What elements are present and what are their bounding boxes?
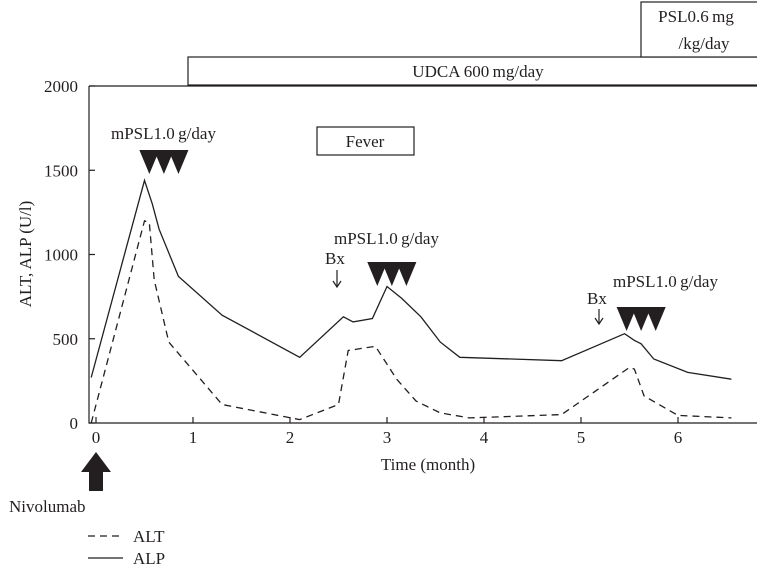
x-tick-label-4: 4 — [480, 428, 489, 447]
psl-label-line1: PSL0.6 mg — [658, 7, 734, 26]
series-layer — [90, 178, 732, 424]
mpsl-marker-2-3 — [396, 262, 417, 286]
y-tick-label-3: 1500 — [44, 161, 78, 180]
mpsl-marker-2-2 — [381, 262, 402, 286]
udca-bar — [187, 56, 757, 86]
mpsl-marker-2-1 — [367, 262, 388, 286]
bx-label-1: Bx — [325, 249, 345, 268]
x-tick-label-0: 0 — [92, 428, 101, 447]
psl-label-line2: /kg/day — [679, 34, 730, 53]
series-line-alp — [90, 178, 732, 380]
mpsl-marker-1-1 — [139, 150, 160, 174]
x-tick-label-1: 1 — [189, 428, 198, 447]
udca-label: UDCA 600 mg/day — [412, 62, 544, 81]
bx-arrow-2 — [594, 309, 604, 326]
psl-bar — [640, 1, 757, 58]
y-tick-label-1: 500 — [53, 330, 79, 349]
y-tick-label-2: 1000 — [44, 246, 78, 265]
annotations: Fever mPSL1.0 g/day mPSL1.0 g/day mPSL1.… — [9, 124, 718, 516]
mpsl-marker-3-1 — [616, 307, 637, 331]
treatment-bars: UDCA 600 mg/day PSL0.6 mg /kg/day — [187, 1, 757, 86]
bx-arrow-1 — [332, 270, 342, 289]
x-tick-label-5: 5 — [577, 428, 586, 447]
fever-label: Fever — [346, 132, 385, 151]
mpsl-label-1: mPSL1.0 g/day — [111, 124, 216, 143]
mpsl-marker-3-2 — [631, 307, 652, 331]
legend: ALT ALP — [88, 527, 165, 568]
x-tick-label-3: 3 — [383, 428, 392, 447]
series-line-alt — [90, 219, 732, 424]
y-axis-label: ALT, ALP (U/l) — [16, 201, 35, 308]
mpsl-marker-3-3 — [645, 307, 666, 331]
fever-box — [316, 126, 415, 156]
bx-label-2: Bx — [587, 289, 607, 308]
y-ticks: 0 500 1000 1500 2000 — [44, 77, 95, 433]
mpsl-marker-1-3 — [168, 150, 189, 174]
mpsl-label-3: mPSL1.0 g/day — [613, 272, 718, 291]
mpsl-markers — [139, 150, 666, 331]
x-tick-label-2: 2 — [286, 428, 295, 447]
y-tick-label-0: 0 — [70, 414, 79, 433]
mpsl-marker-1-2 — [153, 150, 174, 174]
legend-alp-label: ALP — [133, 549, 165, 568]
mpsl-label-2: mPSL1.0 g/day — [334, 229, 439, 248]
x-tick-label-6: 6 — [674, 428, 683, 447]
y-tick-label-4: 2000 — [44, 77, 78, 96]
nivolumab-label: Nivolumab — [9, 497, 86, 516]
legend-alt-label: ALT — [133, 527, 165, 546]
axes: ALT, ALP (U/l) Time (month) 050010001500… — [16, 77, 757, 474]
nivolumab-arrow-icon — [81, 452, 111, 491]
x-axis-label: Time (month) — [381, 455, 475, 474]
x-ticks: 0 1 2 3 4 5 6 — [92, 417, 683, 447]
